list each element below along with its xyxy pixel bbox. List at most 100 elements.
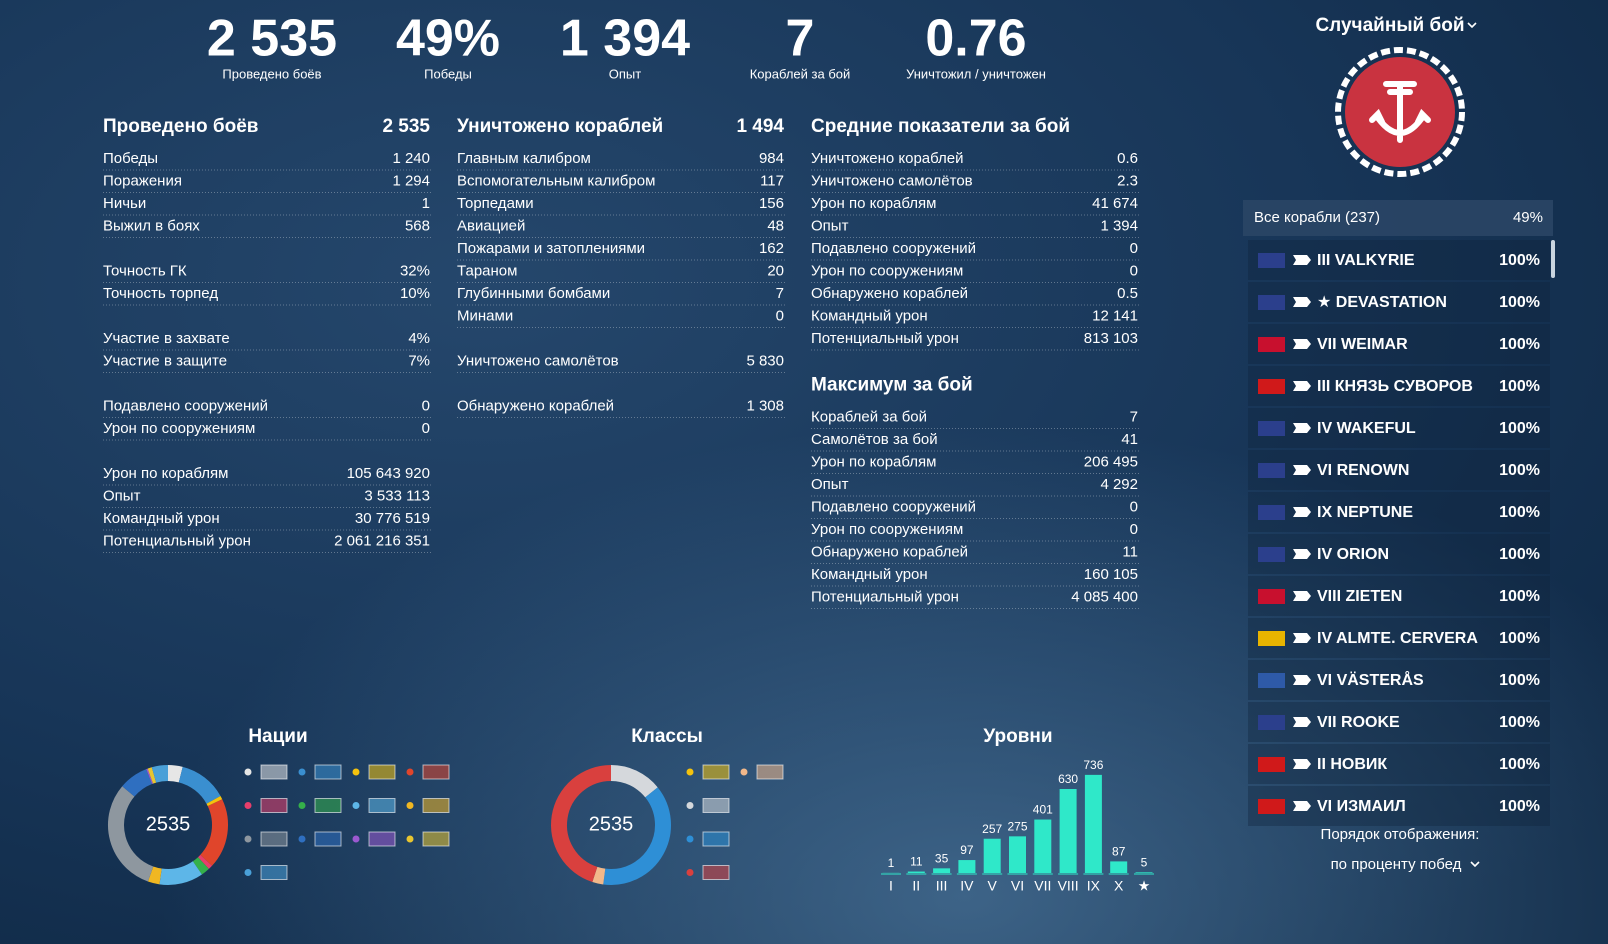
stat-value: 11 [1122,543,1138,560]
ship-winrate: 100% [1499,294,1540,311]
stat-value: 4 292 [1100,476,1138,493]
stat-value: 30 776 519 [355,510,430,527]
ship-flag [1258,631,1285,646]
ship-winrate: 100% [1499,420,1540,437]
ship-flag [1258,715,1285,730]
legend-dot [406,768,414,776]
ship-class-icon [1293,255,1311,265]
ship-winrate: 100% [1499,798,1540,815]
legend-dot [740,768,748,776]
stat-label: Потенциальный урон [811,588,959,605]
legend-dot [244,802,252,809]
ships-header-label[interactable]: Все корабли (237) [1254,209,1380,226]
stat-label: Опыт [811,217,849,234]
legend-dot [686,869,694,876]
ship-class-icon [1293,381,1311,391]
ship-winrate: 100% [1499,756,1540,773]
stat-value: 813 103 [1084,330,1138,347]
stat-value: 32% [400,262,430,279]
stat-value: 7% [408,352,430,369]
ship-class-icon [1293,633,1311,643]
section-title: Уничтожено кораблей [457,116,663,137]
stat-value: 568 [405,217,430,234]
stat-label: Урон по кораблям [811,195,937,212]
stat-value: 117 [760,172,784,189]
bar [1009,836,1026,873]
summary-label: Уничтожил / уничтожен [906,66,1046,81]
bar [1135,872,1153,873]
stat-label: Участие в захвате [103,330,230,347]
stat-value: 2.3 [1117,172,1138,189]
x-tick-label: VIII [1058,878,1079,894]
stat-value: 48 [767,217,784,234]
mode-chevron[interactable] [1467,22,1477,29]
stat-label: Урон по кораблям [103,465,229,482]
stat-value: 105 643 920 [347,465,430,482]
legend-dot [244,835,252,843]
stat-value: 0 [422,420,430,437]
ship-name: VI VÄSTERÅS [1317,670,1424,689]
donut-segment [206,795,223,807]
bar-value-label: 35 [935,852,949,866]
legend-icon [314,831,342,847]
legend-dot [298,802,306,809]
mode-selector[interactable]: Случайный бой [1315,15,1464,36]
legend-dot [352,835,360,843]
ship-class-icon [1293,591,1311,601]
stat-value: 7 [1130,408,1138,425]
ship-flag [1258,295,1285,310]
ship-winrate: 100% [1499,630,1540,647]
stat-value: 5 830 [746,352,784,369]
sort-chevron[interactable] [1470,861,1480,868]
ship-name: IV ALMTE. CERVERA [1317,630,1478,647]
legend-dot [298,768,306,776]
stat-label: Главным калибром [457,150,591,167]
bar-value-label: 1 [888,856,895,870]
ship-winrate: 100% [1499,546,1540,563]
ship-name: VI RENOWN [1317,462,1409,479]
legend-icon [702,831,730,847]
legend-icon [756,764,784,780]
x-tick-label: V [988,878,998,894]
donut-segment [167,765,183,783]
emblem-chain [1335,47,1465,177]
donut-segment [551,765,612,883]
stat-value: 1 240 [392,150,430,167]
stat-label: Командный урон [811,307,928,324]
x-tick-label: III [936,878,948,894]
stat-value: 4% [408,330,430,347]
summary-label: Кораблей за бой [750,66,851,81]
donut-center-label: 2535 [146,813,191,835]
ship-flag [1258,547,1285,562]
stat-value: 41 [1121,431,1138,448]
stat-label: Подавлено сооружений [811,498,976,515]
bar-value-label: 11 [910,855,923,869]
ship-class-icon [1293,801,1311,811]
section-title: Средние показатели за бой [811,116,1070,137]
bar-value-label: 257 [982,822,1002,836]
donut-segment [192,857,209,875]
stat-label: Обнаружено кораблей [811,285,968,302]
summary-value: 1 394 [560,10,690,68]
ship-flag [1258,337,1285,352]
chart-title: Классы [631,726,703,747]
stat-value: 20 [767,262,784,279]
section-value: 2 535 [382,116,430,137]
stat-value: 0 [1130,498,1138,515]
bar [1034,819,1052,873]
scrollbar[interactable] [1551,240,1555,278]
ship-name: VII ROOKE [1317,714,1400,731]
legend-icon [702,865,730,880]
legend-dot [244,768,252,776]
bar [907,871,925,873]
ship-winrate: 100% [1499,252,1540,269]
legend-dot [352,802,360,809]
x-tick-label: IV [960,878,974,894]
stat-label: Обнаружено кораблей [811,543,968,560]
stat-value: 12 141 [1092,307,1138,324]
stat-label: Тараном [457,262,517,279]
donut-segment [603,787,671,885]
sort-selector[interactable]: по проценту побед [1331,856,1462,873]
stat-value: 4 085 400 [1071,588,1138,605]
